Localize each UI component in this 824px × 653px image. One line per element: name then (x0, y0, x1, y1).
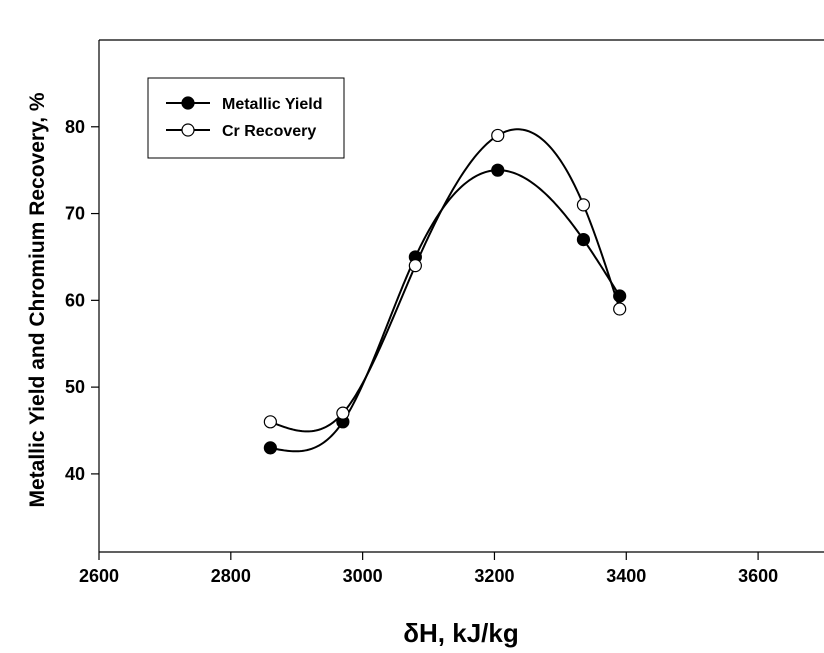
y-axis-label: Metallic Yield and Chromium Recovery, % (26, 92, 49, 507)
series-line-1 (269, 128, 621, 433)
legend: Metallic Yield Cr Recovery (147, 77, 345, 159)
data-point-cr-recovery (491, 128, 505, 143)
data-point-cr-recovery (336, 406, 350, 420)
data-point-cr-recovery (263, 415, 277, 429)
data-point-metallic-yield (491, 163, 505, 177)
x-tick-label: 2800 (211, 566, 251, 586)
x-tick-label: 2600 (79, 566, 119, 586)
data-point-cr-recovery (576, 198, 591, 212)
legend-marker-open-circle (181, 123, 195, 137)
legend-label: Metallic Yield (222, 96, 322, 113)
legend-item-cr-recovery: Cr Recovery (166, 123, 316, 140)
data-point-metallic-yield (576, 232, 591, 247)
y-tick-label: 50 (65, 377, 85, 397)
x-axis-label: δH, kJ/kg (403, 618, 518, 648)
legend-marker-filled-circle (181, 96, 195, 110)
series-markers (263, 128, 627, 455)
legend-box (147, 77, 345, 159)
y-tick-label: 70 (65, 204, 85, 224)
data-point-cr-recovery (408, 259, 422, 273)
plot-area (98, 39, 824, 553)
series-curves (269, 128, 621, 453)
legend-item-metallic-yield: Metallic Yield (166, 96, 322, 113)
series-line-0 (270, 169, 621, 453)
y-axis: 40 50 60 70 80 (65, 117, 99, 484)
y-tick-label: 60 (65, 290, 85, 310)
x-tick-label: 3400 (606, 566, 646, 586)
data-point-metallic-yield (263, 441, 277, 455)
x-axis: 2600 2800 3000 3200 3400 3600 (79, 552, 778, 586)
legend-label: Cr Recovery (222, 123, 316, 140)
data-point-metallic-yield (613, 289, 627, 303)
data-point-cr-recovery (613, 302, 627, 316)
y-tick-label: 80 (65, 117, 85, 137)
x-tick-label: 3000 (343, 566, 383, 586)
x-tick-label: 3200 (474, 566, 514, 586)
y-tick-label: 40 (65, 464, 85, 484)
x-tick-label: 3600 (738, 566, 778, 586)
